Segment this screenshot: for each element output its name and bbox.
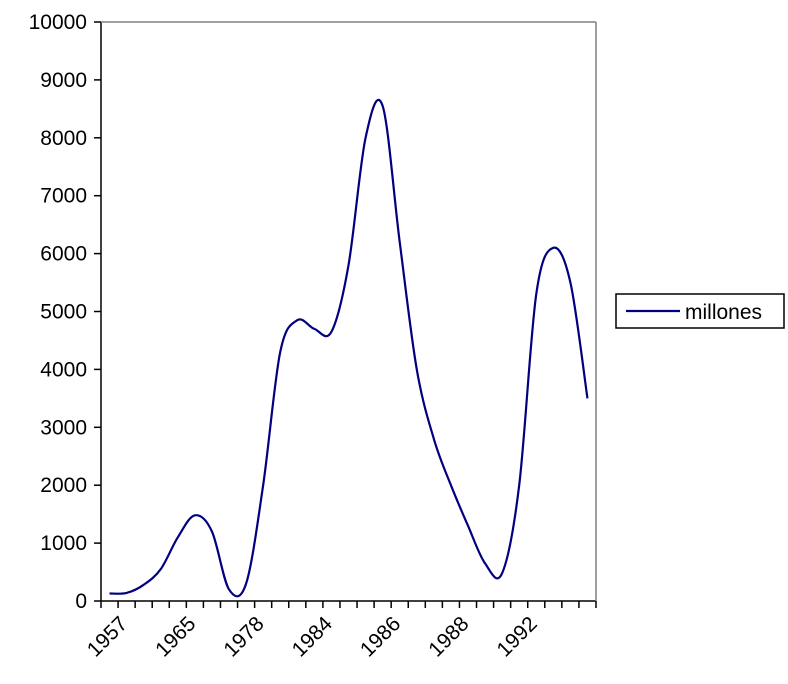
plot-frame: [101, 21, 597, 601]
y-axis: 0 1000 2000 3000 4000 5000 6000 7000 8000 9000 100…: [29, 11, 102, 613]
y-tick-label: 4000: [40, 358, 87, 381]
series-line-millones: [109, 98, 589, 598]
legend-label: millones: [685, 301, 762, 324]
y-tick-label: 1000: [40, 532, 87, 555]
x-tick-label: 1986: [356, 612, 405, 661]
y-tick-label: 8000: [40, 127, 87, 150]
y-tick-label: 6000: [40, 243, 87, 266]
y-tick-label: 3000: [40, 416, 87, 439]
x-axis: 1957 1965 1978 1984 1986 1988 1992: [83, 600, 597, 662]
y-tick-label: 10000: [29, 11, 87, 34]
x-tick-label: 1965: [151, 612, 200, 661]
y-tick-label: 0: [75, 590, 87, 613]
x-tick-label: 1978: [219, 612, 268, 661]
y-tick-label: 7000: [40, 185, 87, 208]
x-tick-label: 1984: [288, 612, 338, 662]
x-tick-label: 1957: [83, 612, 132, 661]
x-tick-label: 1988: [424, 612, 473, 661]
y-tick-label: 9000: [40, 69, 87, 92]
series-layer: [109, 98, 589, 598]
legend: millones: [615, 293, 785, 329]
y-tick-label: 2000: [40, 474, 87, 497]
y-tick-label: 5000: [40, 301, 87, 324]
x-tick-label: 1992: [492, 612, 541, 661]
